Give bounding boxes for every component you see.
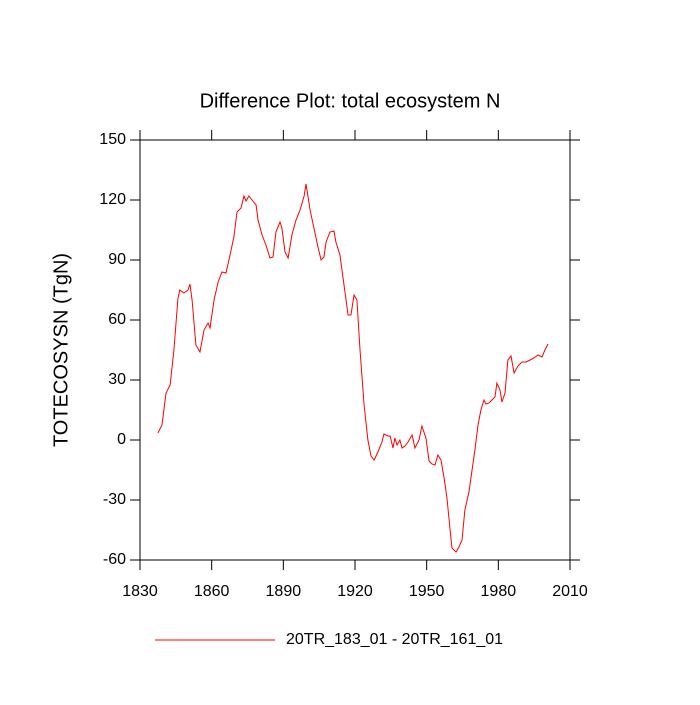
x-tick-label: 1950 xyxy=(409,583,445,600)
chart-title: Difference Plot: total ecosystem N xyxy=(200,90,501,112)
x-tick-label: 1980 xyxy=(481,583,517,600)
y-tick-label: 60 xyxy=(108,311,126,328)
y-tick-label: 120 xyxy=(99,191,126,208)
x-tick-label: 1830 xyxy=(122,583,158,600)
data-line xyxy=(157,183,549,553)
y-tick-label: 150 xyxy=(99,131,126,148)
y-tick-label: 30 xyxy=(108,371,126,388)
legend-label: 20TR_183_01 - 20TR_161_01 xyxy=(286,631,503,648)
x-tick-label: 1920 xyxy=(337,583,373,600)
x-tick-label: 1890 xyxy=(266,583,302,600)
y-axis-label: TOTECOSYSN (TgN) xyxy=(50,253,72,447)
plot-frame xyxy=(139,139,571,561)
x-tick-label: 1860 xyxy=(194,583,230,600)
y-tick-label: -30 xyxy=(103,491,126,508)
y-tick-label: 90 xyxy=(108,251,126,268)
x-tick-label: 2010 xyxy=(552,583,588,600)
y-tick-label: 0 xyxy=(117,431,126,448)
y-tick-label: -60 xyxy=(103,551,126,568)
